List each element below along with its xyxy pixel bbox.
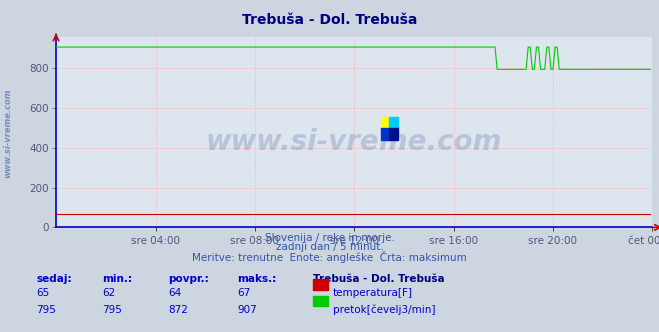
Text: povpr.:: povpr.: xyxy=(168,274,209,284)
Text: 62: 62 xyxy=(102,288,115,298)
Text: 64: 64 xyxy=(168,288,181,298)
Text: 67: 67 xyxy=(237,288,250,298)
Text: www.si-vreme.com: www.si-vreme.com xyxy=(206,127,502,155)
Bar xyxy=(389,128,398,139)
Text: pretok[čevelj3/min]: pretok[čevelj3/min] xyxy=(333,305,436,315)
Text: zadnji dan / 5 minut.: zadnji dan / 5 minut. xyxy=(275,242,384,252)
Text: Trebuša - Dol. Trebuša: Trebuša - Dol. Trebuša xyxy=(242,13,417,27)
Text: temperatura[F]: temperatura[F] xyxy=(333,288,413,298)
Text: min.:: min.: xyxy=(102,274,132,284)
Text: 795: 795 xyxy=(102,305,122,315)
Text: maks.:: maks.: xyxy=(237,274,277,284)
Text: www.si-vreme.com: www.si-vreme.com xyxy=(3,88,13,178)
Text: Trebuša - Dol. Trebuša: Trebuša - Dol. Trebuša xyxy=(313,274,445,284)
Text: 65: 65 xyxy=(36,288,49,298)
Bar xyxy=(381,117,389,128)
Text: sedaj:: sedaj: xyxy=(36,274,72,284)
Text: Slovenija / reke in morje.: Slovenija / reke in morje. xyxy=(264,233,395,243)
Text: 795: 795 xyxy=(36,305,56,315)
Text: 872: 872 xyxy=(168,305,188,315)
Text: Meritve: trenutne  Enote: angleške  Črta: maksimum: Meritve: trenutne Enote: angleške Črta: … xyxy=(192,251,467,263)
Text: 907: 907 xyxy=(237,305,257,315)
Bar xyxy=(389,117,398,128)
Bar xyxy=(381,128,389,139)
